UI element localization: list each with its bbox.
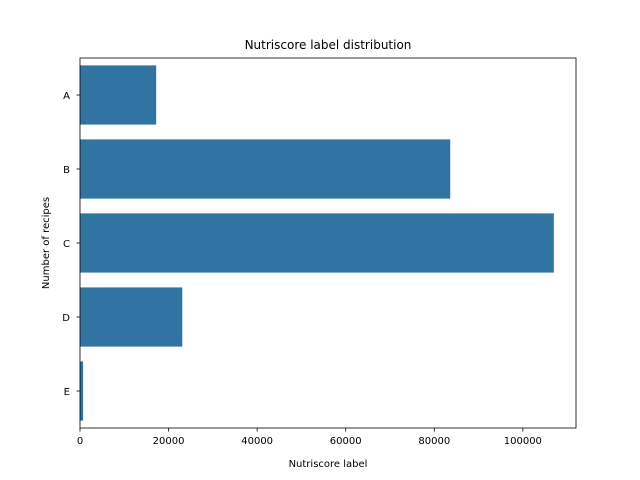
- x-tick-label: 0: [77, 436, 83, 447]
- x-axis-label: Nutriscore label: [289, 459, 368, 470]
- bar-b: [80, 139, 451, 199]
- plot-frame: [79, 57, 577, 429]
- bar-a: [80, 65, 157, 125]
- y-tick-label: A: [63, 91, 70, 102]
- y-tick-label: D: [62, 313, 70, 324]
- bar-c: [80, 213, 554, 273]
- bar-d: [80, 287, 183, 347]
- x-tick-label: 20000: [153, 436, 185, 447]
- chart-title: Nutriscore label distribution: [245, 38, 412, 52]
- x-tick-label: 40000: [241, 436, 273, 447]
- bar-e: [80, 361, 84, 421]
- x-tick-label: 80000: [418, 436, 450, 447]
- x-axis-ticks: 0 20000 40000 60000 80000 100000: [77, 428, 542, 447]
- x-tick-label: 100000: [504, 436, 542, 447]
- y-axis-ticks: A B C D E: [62, 91, 80, 398]
- bars-group: [80, 65, 554, 421]
- y-axis-label: Number of recipes: [41, 197, 52, 289]
- y-tick-label: B: [63, 165, 70, 176]
- x-tick-label: 60000: [330, 436, 362, 447]
- y-tick-label: E: [64, 387, 70, 398]
- y-tick-label: C: [63, 239, 70, 250]
